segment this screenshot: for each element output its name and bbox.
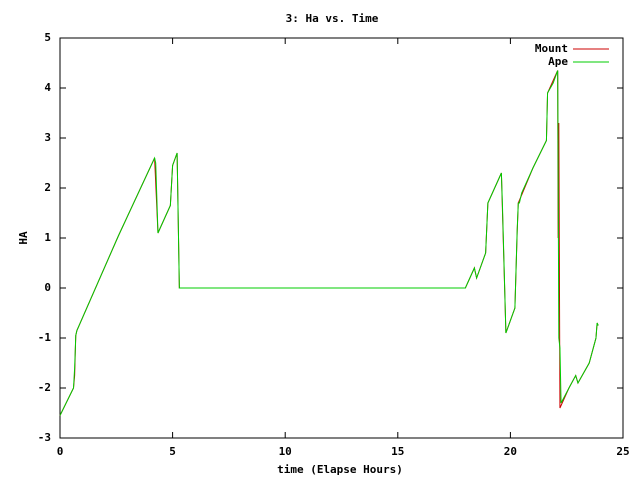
series-line: [59, 70, 599, 416]
x-tick-label: 10: [279, 445, 292, 458]
y-tick-label: 5: [44, 31, 51, 44]
x-tick-label: 0: [57, 445, 64, 458]
x-tick-label: 15: [391, 445, 404, 458]
legend-label: Ape: [548, 55, 568, 68]
y-tick-label: 4: [44, 81, 51, 94]
y-tick-label: -2: [38, 381, 51, 394]
plot-border: [59, 37, 624, 439]
x-tick-label: 25: [616, 445, 629, 458]
y-tick-label: 1: [44, 231, 51, 244]
x-axis-label: time (Elapse Hours): [277, 463, 403, 476]
y-tick-label: 3: [44, 131, 51, 144]
y-tick-label: -1: [38, 331, 52, 344]
legend-label: Mount: [535, 42, 568, 55]
chart-title: 3: Ha vs. Time: [286, 12, 379, 25]
x-tick-label: 5: [169, 445, 176, 458]
x-tick-label: 20: [504, 445, 517, 458]
y-axis-label: HA: [17, 231, 30, 245]
y-tick-label: 0: [44, 281, 51, 294]
series-line: [59, 70, 599, 416]
y-tick-label: 2: [44, 181, 51, 194]
y-tick-label: -3: [38, 431, 51, 444]
